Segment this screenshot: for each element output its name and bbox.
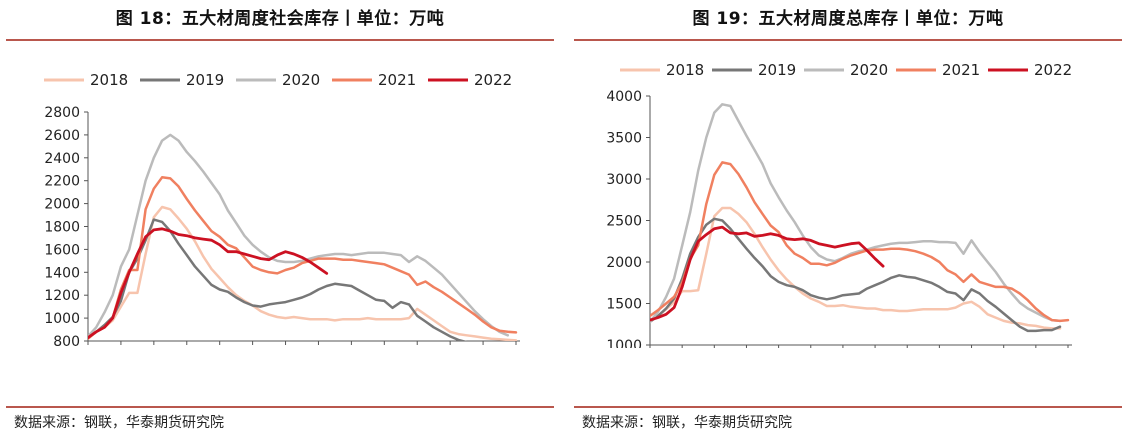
series-line-2022 xyxy=(88,227,329,340)
y-tick-label: 3000 xyxy=(606,172,642,188)
right-chart-panel: 图 19：五大材周度总库存丨单位：万吨 2018 2019 2020 2021 2022… xyxy=(574,0,1122,442)
series-line-2020 xyxy=(88,133,510,338)
legend-label-2022: 2022 xyxy=(1034,61,1072,79)
series-line-2022 xyxy=(650,225,885,322)
y-tick-label: 2600 xyxy=(44,128,80,144)
y-tick-label: 2800 xyxy=(44,105,80,121)
y-tick-label: 1200 xyxy=(44,288,80,304)
legend-label-2020: 2020 xyxy=(850,61,888,79)
series-line-2021 xyxy=(650,161,1070,323)
y-tick-label: 2500 xyxy=(606,214,642,230)
chart-title: 图 19：五大材周度总库存丨单位：万吨 xyxy=(692,9,1004,29)
series-line-2019 xyxy=(88,218,468,341)
legend-label-2021: 2021 xyxy=(942,61,980,79)
legend-label-2021: 2021 xyxy=(378,71,416,89)
y-tick-label: 4000 xyxy=(606,89,642,105)
social-inventory-chart: 2018 2019 2020 2021 2022 800 1000 1200 1400 1600 1… xyxy=(44,71,520,348)
chart-title: 图 18：五大材周度社会库存丨单位：万吨 xyxy=(115,9,445,29)
y-tick-label: 1000 xyxy=(606,338,642,348)
y-tick-label: 1000 xyxy=(44,311,80,327)
y-tick-label: 2200 xyxy=(44,174,80,190)
legend-label-2019: 2019 xyxy=(758,61,796,79)
y-tick-label: 1500 xyxy=(606,297,642,313)
y-tick-label: 800 xyxy=(53,334,80,348)
footer-divider xyxy=(574,406,1122,408)
legend-label-2019: 2019 xyxy=(186,71,224,89)
legend-label-2018: 2018 xyxy=(666,61,704,79)
y-tick-label: 3500 xyxy=(606,131,642,147)
y-tick-label: 2400 xyxy=(44,151,80,167)
series-line-2018 xyxy=(88,205,518,341)
left-chart-panel: 图 18：五大材周度社会库存丨单位：万吨 2018 2019 2020 2021 202… xyxy=(6,0,554,442)
total-inventory-chart: 2018 2019 2020 2021 2022 1000 1500 2000 2500 3000… xyxy=(606,61,1072,348)
series-line-2021 xyxy=(88,176,518,340)
series-line-2018 xyxy=(650,206,1062,330)
source-note: 数据来源：钢联，华泰期货研究院 xyxy=(582,415,792,431)
y-tick-label: 2000 xyxy=(606,255,642,271)
series-line-2020 xyxy=(650,103,1062,324)
legend-label-2020: 2020 xyxy=(282,71,320,89)
series-line-2019 xyxy=(650,217,1062,333)
legend-label-2018: 2018 xyxy=(90,71,128,89)
source-note: 数据来源：钢联，华泰期货研究院 xyxy=(14,415,224,431)
legend-label-2022: 2022 xyxy=(474,71,512,89)
footer-divider xyxy=(6,406,554,408)
y-tick-label: 1400 xyxy=(44,265,80,281)
y-tick-label: 1600 xyxy=(44,242,80,258)
y-tick-label: 1800 xyxy=(44,220,80,236)
title-divider xyxy=(574,39,1122,41)
y-tick-label: 2000 xyxy=(44,197,80,213)
title-divider xyxy=(6,39,554,41)
